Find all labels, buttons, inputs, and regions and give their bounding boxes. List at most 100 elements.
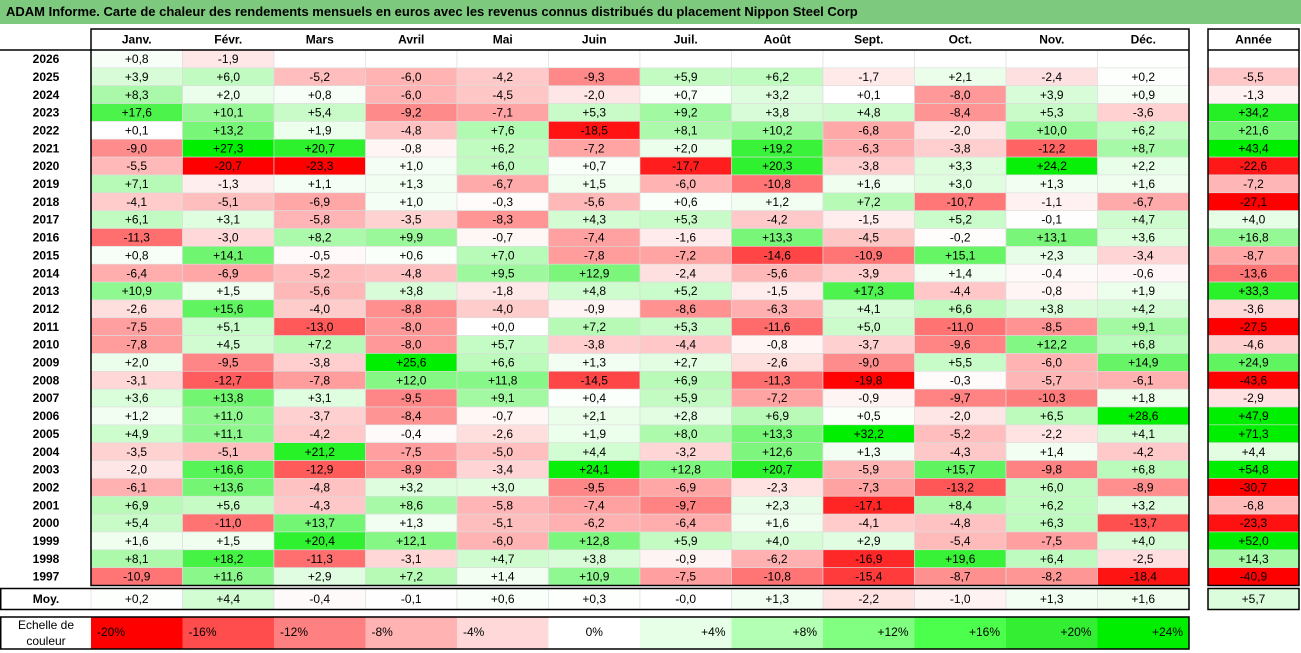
cell-value: -2,6 <box>767 356 788 370</box>
cell-value: -2,0 <box>950 123 971 137</box>
cell-value: -12,9 <box>306 463 334 477</box>
annual-value: -30,7 <box>1240 480 1268 494</box>
cell-value: +3,0 <box>491 480 515 494</box>
heatmap-cell <box>822 49 915 69</box>
cell-value: +11,1 <box>214 427 244 441</box>
cell-value: -4,8 <box>401 266 422 280</box>
annual-frame <box>1207 28 1300 587</box>
month-header: Déc. <box>1131 33 1156 47</box>
cell-value: -0,4 <box>1041 266 1062 280</box>
cell-value: +6,4 <box>1040 552 1064 566</box>
cell-value: +1,1 <box>308 177 332 191</box>
cell-value: +1,2 <box>125 409 149 423</box>
cell-value: +20,4 <box>305 534 336 548</box>
cell-value: +0,8 <box>125 52 149 66</box>
cell-value: +6,0 <box>491 159 515 173</box>
row-year-label: 2000 <box>33 516 60 530</box>
cell-value: +4,4 <box>582 445 606 459</box>
cell-value: -8,3 <box>492 213 513 227</box>
cell-value: -6,0 <box>1041 356 1062 370</box>
cell-value: -5,1 <box>218 445 239 459</box>
scale-value: +20% <box>1060 625 1091 639</box>
annual-value: -13,6 <box>1240 266 1268 280</box>
cell-value: -5,6 <box>584 195 605 209</box>
scale-value: +12% <box>877 625 908 639</box>
row-year-label: 2005 <box>33 427 60 441</box>
cell-value: +20,3 <box>762 159 793 173</box>
cell-value: -12,7 <box>215 373 243 387</box>
scale-swatch <box>823 617 915 649</box>
cell-value: -9,8 <box>1041 463 1062 477</box>
row-year-label: 2022 <box>33 123 60 137</box>
cell-value: +3,2 <box>399 480 423 494</box>
cell-value: -5,2 <box>309 266 330 280</box>
average-value: +0,6 <box>491 592 515 606</box>
row-year-label: 1997 <box>33 570 60 584</box>
cell-value: -13,7 <box>1130 516 1158 530</box>
cell-value: +6,2 <box>1040 498 1064 512</box>
cell-value: -0,8 <box>401 141 422 155</box>
cell-value: +9,1 <box>1131 320 1155 334</box>
heatmap-cell <box>639 49 732 69</box>
cell-value: +11,6 <box>214 570 244 584</box>
cell-value: -9,0 <box>126 141 147 155</box>
heatmap-cell <box>365 49 458 69</box>
cell-value: +14,1 <box>213 248 244 262</box>
cell-value: +0,8 <box>125 248 149 262</box>
cell-value: +6,6 <box>948 302 972 316</box>
cell-value: +13,6 <box>213 480 244 494</box>
cell-value: +12,6 <box>762 445 793 459</box>
average-value: +4,4 <box>216 592 240 606</box>
cell-value: +4,7 <box>1131 213 1155 227</box>
annual-value: -27,1 <box>1240 195 1268 209</box>
cell-value: -4,4 <box>950 284 971 298</box>
cell-value: +6,1 <box>125 213 149 227</box>
scale-swatch <box>365 617 457 649</box>
cell-value: +9,1 <box>491 391 515 405</box>
cell-value: -9,6 <box>950 338 971 352</box>
cell-value: -3,4 <box>1133 248 1154 262</box>
cell-value: +1,5 <box>216 534 240 548</box>
cell-value: -9,7 <box>675 498 696 512</box>
cell-value: -2,4 <box>675 266 696 280</box>
month-header: Août <box>764 33 791 47</box>
cell-value: -2,5 <box>1133 552 1154 566</box>
cell-value: +6,9 <box>674 373 698 387</box>
cell-value: -11,0 <box>215 516 242 530</box>
cell-value: +4,8 <box>857 106 881 120</box>
cell-value: -8,9 <box>1133 480 1154 494</box>
cell-value: -5,4 <box>950 534 971 548</box>
cell-value: +6,8 <box>1131 338 1155 352</box>
cell-value: -4,0 <box>492 302 513 316</box>
cell-value: -9,0 <box>858 356 879 370</box>
average-annual-value: +5,7 <box>1242 592 1266 606</box>
cell-value: +5,9 <box>674 534 698 548</box>
cell-value: -6,0 <box>492 534 513 548</box>
cell-value: +4,1 <box>1131 427 1155 441</box>
cell-value: -6,7 <box>492 177 513 191</box>
cell-value: -8,2 <box>1041 570 1062 584</box>
cell-value: +24,1 <box>579 463 610 477</box>
cell-value: +2,0 <box>216 88 240 102</box>
cell-value: +9,5 <box>491 266 515 280</box>
cell-value: -19,8 <box>855 373 883 387</box>
cell-value: -11,6 <box>764 320 791 334</box>
cell-value: +5,4 <box>125 516 149 530</box>
row-year-label: 2017 <box>33 213 60 227</box>
annual-value: -22,6 <box>1240 159 1268 173</box>
annual-value: -27,5 <box>1240 320 1268 334</box>
cell-value: +1,5 <box>582 177 606 191</box>
cell-value: -6,8 <box>858 123 879 137</box>
cell-value: +6,5 <box>1040 409 1064 423</box>
cell-value: +4,0 <box>1131 534 1155 548</box>
cell-value: -2,2 <box>1041 427 1062 441</box>
cell-value: -4,1 <box>858 516 879 530</box>
scale-swatch <box>548 617 640 649</box>
cell-value: +8,0 <box>674 427 698 441</box>
cell-value: -2,0 <box>126 463 147 477</box>
cell-value: +3,8 <box>765 106 789 120</box>
heatmap-cell <box>273 49 366 69</box>
annual-value: -5,5 <box>1243 70 1264 84</box>
cell-value: -0,3 <box>950 373 971 387</box>
average-value: +1,3 <box>1040 592 1064 606</box>
